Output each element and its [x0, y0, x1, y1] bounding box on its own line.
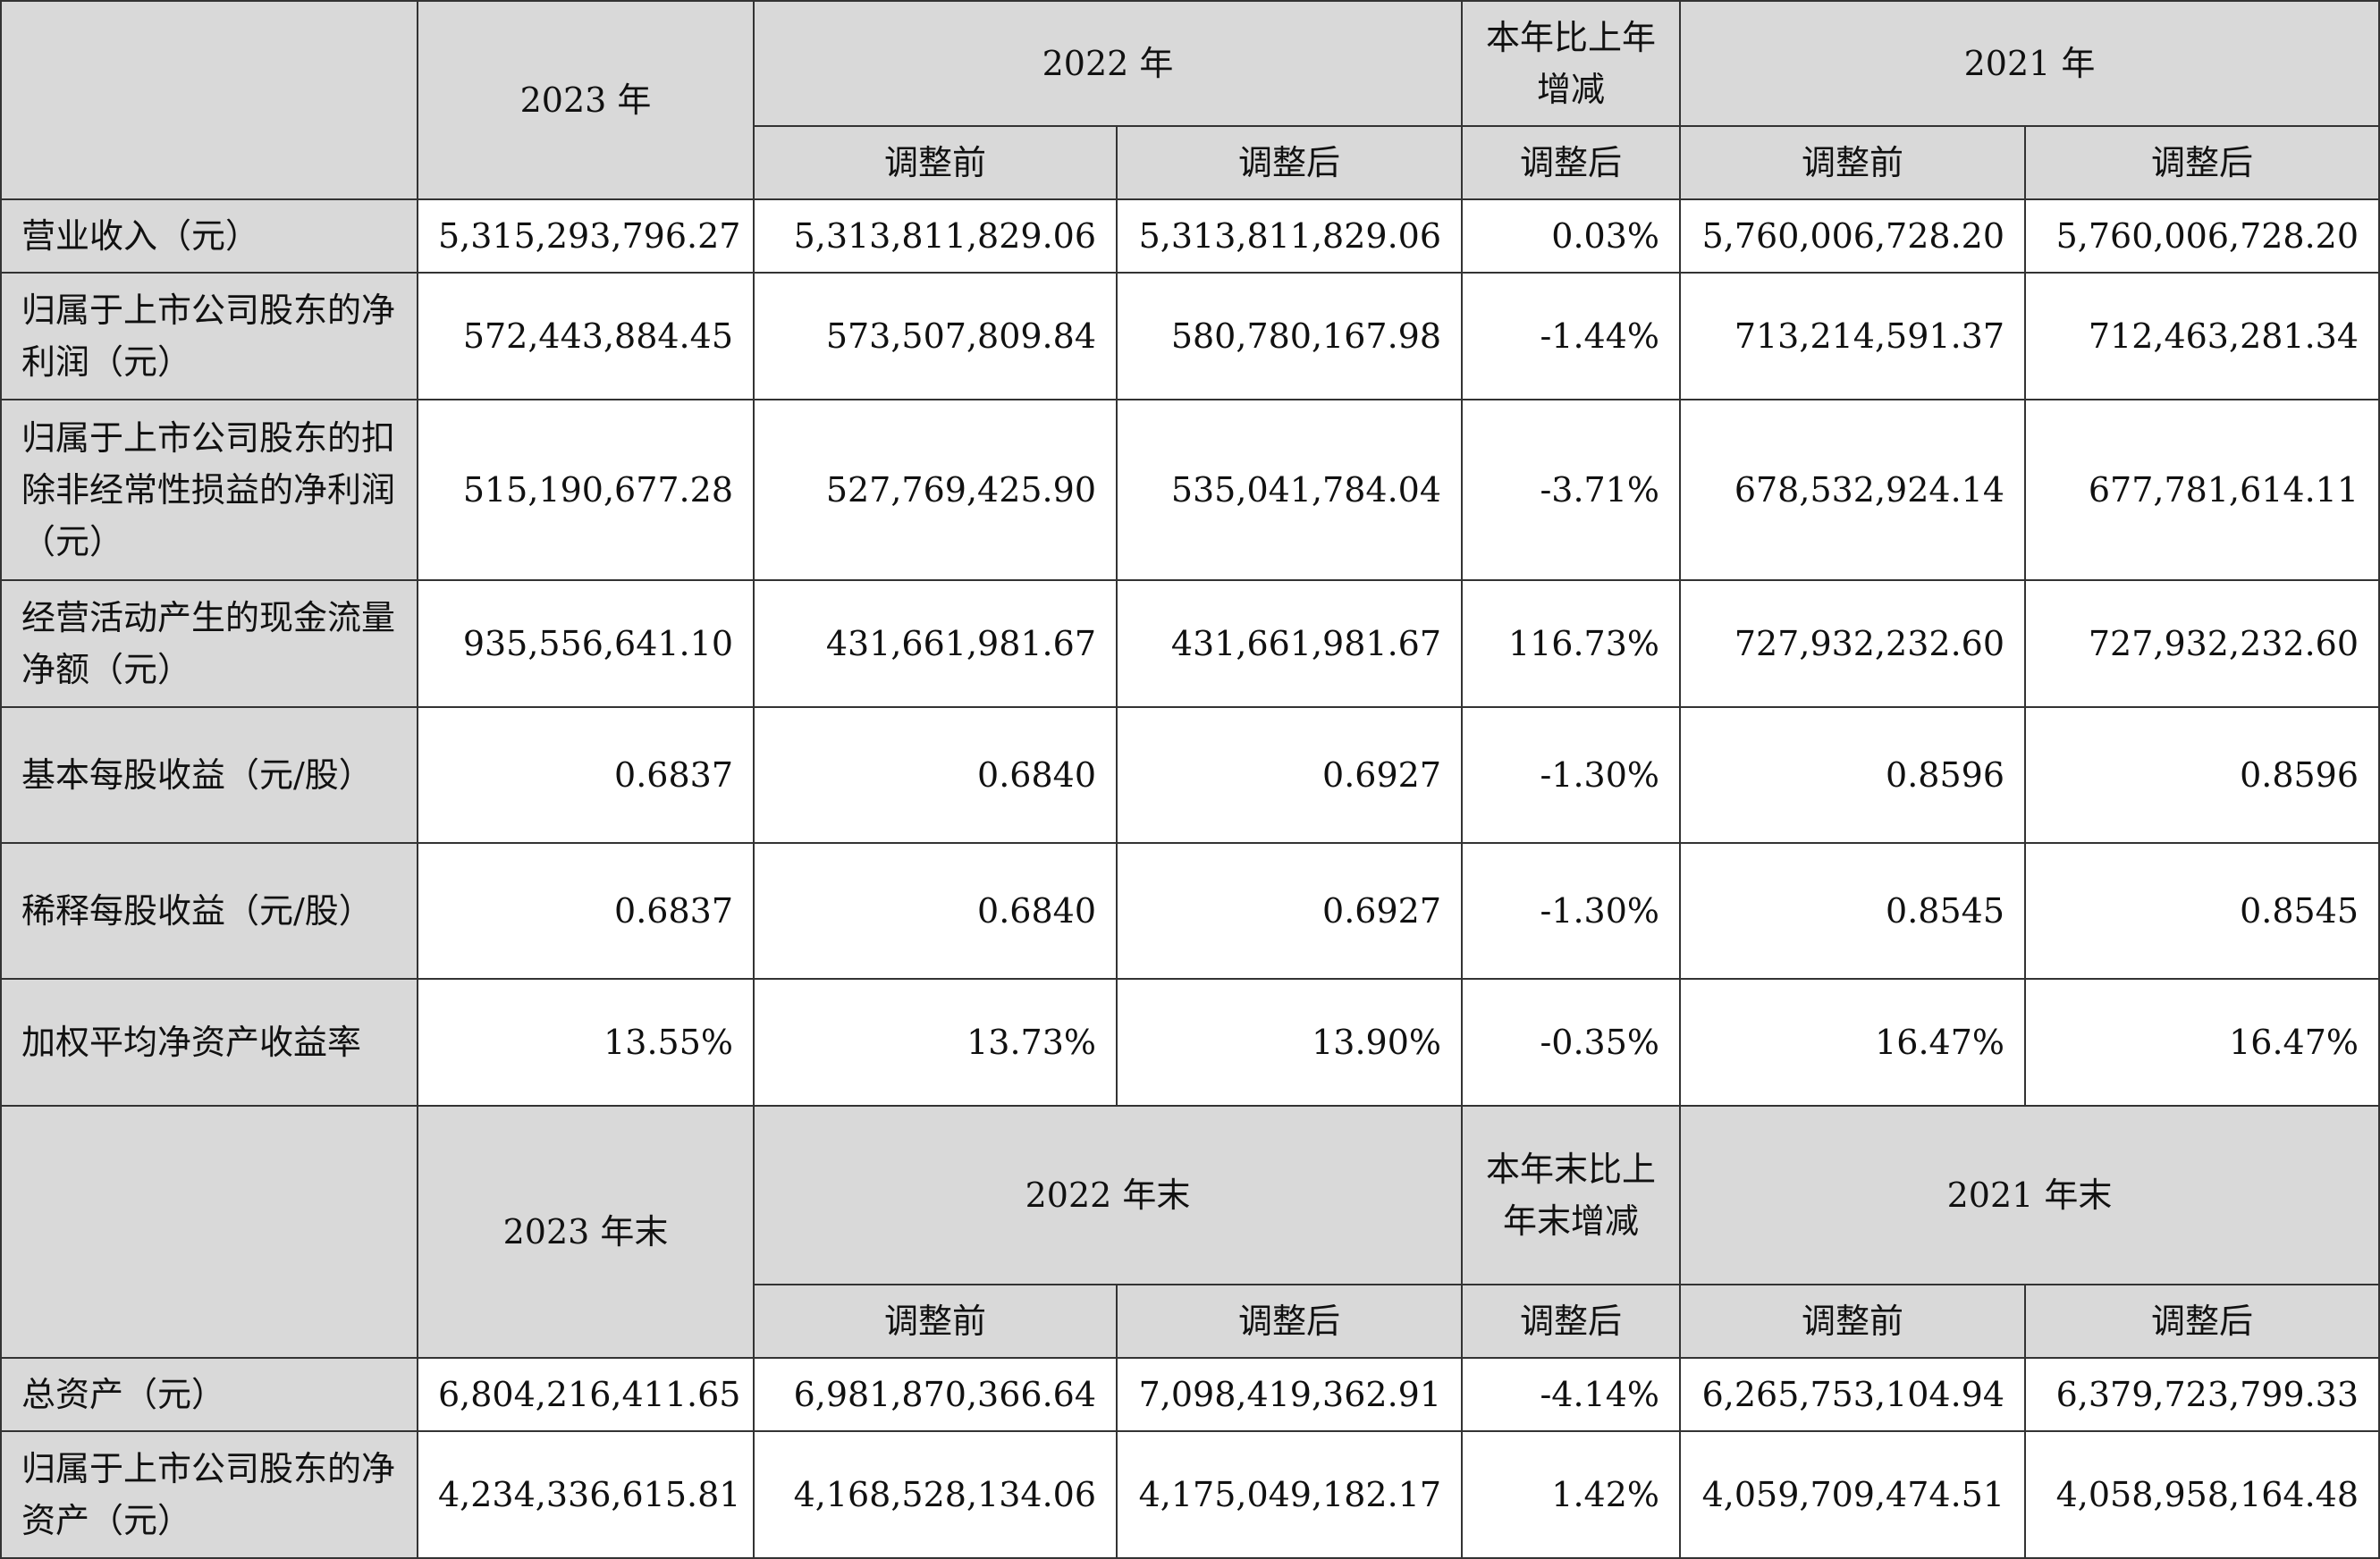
cell-2022-before: 573,507,809.84: [753, 272, 1118, 400]
cell-change: -0.35%: [1461, 978, 1682, 1107]
cell-change: -4.14%: [1461, 1357, 1682, 1432]
cell-2022-before: 13.73%: [753, 978, 1118, 1107]
row-label: 稀释每股收益（元/股）: [0, 842, 418, 980]
cell-2023: 935,556,641.10: [417, 579, 755, 708]
cell-2023: 13.55%: [417, 978, 755, 1107]
cell-change: 1.42%: [1461, 1430, 1682, 1559]
header-2021-after: 调整后: [2024, 125, 2380, 200]
cell-2022-after: 431,661,981.67: [1115, 579, 1464, 708]
cell-2021-before: 0.8545: [1679, 842, 2027, 980]
cell-2022-before: 4,168,528,134.06: [753, 1430, 1118, 1559]
cell-2022-after: 13.90%: [1115, 978, 1464, 1107]
cell-2022-after: 7,098,419,362.91: [1115, 1357, 1464, 1432]
cell-2022-before: 431,661,981.67: [753, 579, 1118, 708]
cell-2021-after: 6,379,723,799.33: [2024, 1357, 2380, 1432]
cell-2022-before: 527,769,425.90: [753, 399, 1118, 581]
cell-2022-before: 0.6840: [753, 842, 1118, 980]
cell-2021-after: 727,932,232.60: [2024, 579, 2380, 708]
table-row: 归属于上市公司股东的扣除非经常性损益的净利润（元） 515,190,677.28…: [0, 399, 2380, 581]
header-2022-before: 调整前: [753, 125, 1118, 200]
cell-2021-before: 4,059,709,474.51: [1679, 1430, 2027, 1559]
header-row-sub: 调整前 调整后 调整后 调整前 调整后: [1, 125, 2380, 200]
cell-2021-before: 727,932,232.60: [1679, 579, 2027, 708]
cell-2022-after: 535,041,784.04: [1115, 399, 1464, 581]
cell-2022-before: 0.6840: [753, 706, 1118, 844]
cell-2021-after: 677,781,614.11: [2024, 399, 2380, 581]
header-2021: 2021 年: [1679, 0, 2380, 127]
cell-2021-after: 0.8545: [2024, 842, 2380, 980]
table-row: 营业收入（元） 5,315,293,796.27 5,313,811,829.0…: [0, 198, 2380, 274]
header-2023-end: 2023 年末: [417, 1105, 755, 1359]
table-row: 基本每股收益（元/股） 0.6837 0.6840 0.6927 -1.30% …: [0, 706, 2380, 844]
table-row: 归属于上市公司股东的净资产（元） 4,234,336,615.81 4,168,…: [0, 1430, 2380, 1559]
cell-2021-before: 16.47%: [1679, 978, 2027, 1107]
header-2023: 2023 年: [417, 0, 755, 200]
header-2022-after: 调整后: [1115, 125, 1464, 200]
cell-2021-before: 5,760,006,728.20: [1679, 198, 2027, 274]
table-row: 稀释每股收益（元/股） 0.6837 0.6840 0.6927 -1.30% …: [0, 842, 2380, 980]
header-2022-end: 2022 年末: [752, 1105, 1464, 1285]
cell-2021-before: 713,214,591.37: [1679, 272, 2027, 400]
cell-2021-after: 0.8596: [2024, 706, 2380, 844]
header-2021-after: 调整后: [2024, 1284, 2380, 1359]
cell-2023: 515,190,677.28: [417, 399, 755, 581]
row-label: 归属于上市公司股东的净资产（元）: [0, 1430, 418, 1559]
header-2021-before: 调整前: [1679, 1284, 2027, 1359]
cell-change: -1.30%: [1461, 842, 1682, 980]
cell-2022-after: 0.6927: [1115, 706, 1464, 844]
header-corner-cell: [0, 1105, 418, 1359]
header-row-sub: 调整前 调整后 调整后 调整前 调整后: [1, 1284, 2380, 1359]
row-label: 经营活动产生的现金流量净额（元）: [0, 579, 418, 708]
header-2022-after: 调整后: [1115, 1284, 1464, 1359]
cell-2022-before: 6,981,870,366.64: [753, 1357, 1118, 1432]
cell-2023: 5,315,293,796.27: [417, 198, 755, 274]
header-change-after: 调整后: [1461, 1284, 1682, 1359]
cell-change: 116.73%: [1461, 579, 1682, 708]
cell-2021-before: 6,265,753,104.94: [1679, 1357, 2027, 1432]
header-2022-before: 调整前: [753, 1284, 1118, 1359]
cell-2022-after: 580,780,167.98: [1115, 272, 1464, 400]
header-2022: 2022 年: [752, 0, 1464, 127]
cell-2021-after: 16.47%: [2024, 978, 2380, 1107]
row-label: 归属于上市公司股东的扣除非经常性损益的净利润（元）: [0, 399, 418, 581]
table-row: 归属于上市公司股东的净利润（元） 572,443,884.45 573,507,…: [0, 272, 2380, 400]
cell-2022-after: 4,175,049,182.17: [1115, 1430, 1464, 1559]
header-2021-before: 调整前: [1679, 125, 2027, 200]
cell-2021-after: 4,058,958,164.48: [2024, 1430, 2380, 1559]
cell-change: -3.71%: [1461, 399, 1682, 581]
cell-2023: 0.6837: [417, 706, 755, 844]
cell-2022-before: 5,313,811,829.06: [753, 198, 1118, 274]
row-label: 归属于上市公司股东的净利润（元）: [0, 272, 418, 400]
row-label: 营业收入（元）: [0, 198, 418, 274]
header-row-year-end: 2023 年末 2022 年末 本年末比上年末增减 2021 年末: [0, 1105, 2380, 1359]
cell-2023: 572,443,884.45: [417, 272, 755, 400]
cell-2021-after: 5,760,006,728.20: [2024, 198, 2380, 274]
header-change: 本年比上年增减: [1461, 0, 1682, 127]
header-row-years: 2023 年 2022 年 本年比上年增减 2021 年: [0, 0, 2380, 200]
cell-2023: 0.6837: [417, 842, 755, 980]
row-label: 加权平均净资产收益率: [0, 978, 418, 1107]
table-row: 加权平均净资产收益率 13.55% 13.73% 13.90% -0.35% 1…: [0, 978, 2380, 1107]
cell-change: 0.03%: [1461, 198, 1682, 274]
cell-2021-before: 678,532,924.14: [1679, 399, 2027, 581]
cell-2021-after: 712,463,281.34: [2024, 272, 2380, 400]
table-row: 总资产（元） 6,804,216,411.65 6,981,870,366.64…: [0, 1357, 2380, 1432]
cell-2022-after: 0.6927: [1115, 842, 1464, 980]
cell-2022-after: 5,313,811,829.06: [1115, 198, 1464, 274]
header-change-end: 本年末比上年末增减: [1461, 1105, 1682, 1285]
cell-2021-before: 0.8596: [1679, 706, 2027, 844]
header-corner-cell: [0, 0, 418, 200]
row-label: 基本每股收益（元/股）: [0, 706, 418, 844]
header-change-after: 调整后: [1461, 125, 1682, 200]
row-label: 总资产（元）: [0, 1357, 418, 1432]
cell-change: -1.30%: [1461, 706, 1682, 844]
cell-2023: 6,804,216,411.65: [417, 1357, 755, 1432]
header-2021-end: 2021 年末: [1679, 1105, 2380, 1285]
cell-change: -1.44%: [1461, 272, 1682, 400]
cell-2023: 4,234,336,615.81: [417, 1430, 755, 1559]
table-row: 经营活动产生的现金流量净额（元） 935,556,641.10 431,661,…: [0, 579, 2380, 708]
